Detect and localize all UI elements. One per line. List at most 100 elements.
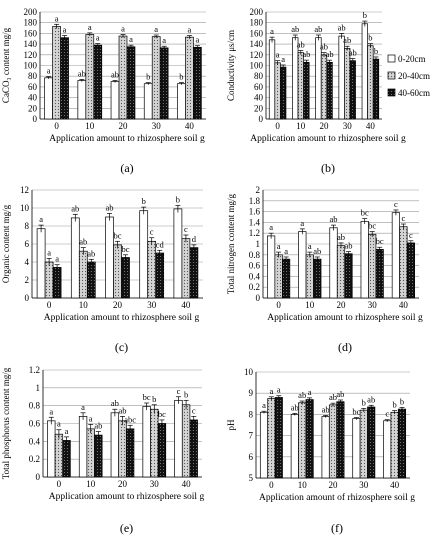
bar (159, 47, 169, 120)
bar (344, 48, 351, 120)
x-tick-label: 10 (305, 300, 315, 310)
significance-letter: bc (113, 230, 121, 240)
y-axis-label: CaCO₃ content mg/g (1, 27, 11, 103)
x-tick-label: 30 (343, 121, 353, 131)
bar (174, 399, 183, 478)
y-tick-label: 1.6 (249, 207, 261, 217)
bar (328, 404, 338, 479)
significance-letter: ab (87, 248, 95, 258)
significance-letter: b (142, 196, 146, 206)
bar (274, 254, 283, 299)
bar (157, 423, 167, 478)
x-tick-label: 20 (113, 300, 123, 310)
significance-letter: ab (329, 214, 337, 224)
significance-letter: a (129, 34, 133, 44)
y-tick-label: 1.2 (249, 228, 260, 238)
bar (391, 212, 401, 299)
y-tick-label: 2 (25, 275, 30, 285)
y-tick-label: 6 (25, 239, 30, 249)
bar (290, 414, 299, 479)
x-tick-label: 40 (185, 121, 195, 131)
bar (173, 208, 183, 299)
x-tick-label: 20 (337, 300, 347, 310)
y-tick-label: 160 (24, 28, 38, 38)
bar (360, 220, 369, 299)
panel-label: (c) (115, 340, 128, 354)
significance-letter: a (162, 35, 166, 45)
bar (361, 23, 368, 120)
bar (326, 61, 333, 120)
y-tick-label: 0.6 (29, 419, 41, 429)
y-tick-label: 40 (254, 93, 264, 103)
significance-letter: ab (329, 392, 337, 402)
significance-letter: d (192, 234, 197, 244)
bar (85, 34, 95, 120)
significance-letter: ab (344, 241, 352, 251)
bar (297, 52, 304, 120)
bar (143, 83, 153, 120)
legend-label: 40-60cm (398, 88, 430, 98)
significance-letter: a (47, 66, 51, 76)
y-tick-label: 200 (250, 7, 264, 17)
bar (292, 37, 299, 120)
x-tick-label: 30 (359, 480, 369, 490)
significance-letter: a (154, 24, 158, 34)
y-tick-label: 80 (28, 71, 38, 81)
bar (118, 35, 128, 120)
bar (268, 39, 276, 120)
bar (320, 54, 328, 120)
y-tick-label: 1 (256, 239, 261, 249)
bar (383, 420, 392, 479)
significance-letter: ab (338, 22, 346, 32)
significance-letter: b (152, 394, 156, 404)
bar (105, 216, 114, 299)
bar (298, 231, 307, 299)
significance-letter: c (394, 199, 398, 209)
bar (125, 428, 135, 478)
bar (78, 416, 88, 478)
significance-letter: ab (314, 24, 322, 34)
significance-letter: ab (94, 421, 102, 431)
bar (280, 66, 287, 120)
legend-label: 0-20cm (398, 54, 426, 64)
y-tick-label: 0.8 (249, 250, 261, 260)
bar (121, 257, 130, 299)
x-tick-label: 30 (147, 300, 157, 310)
significance-letter: abc (124, 414, 136, 424)
significance-letter: ab (118, 405, 126, 415)
panel-label: (a) (120, 161, 133, 175)
bar (352, 418, 361, 479)
x-tick-label: 0 (275, 121, 280, 131)
bar (94, 434, 103, 478)
bar (259, 411, 269, 479)
significance-letter: a (55, 254, 59, 264)
bar (274, 397, 283, 479)
x-tick-label: 0 (57, 479, 62, 489)
bar (344, 253, 353, 299)
panel-label: (e) (120, 521, 133, 535)
significance-letter: ab (320, 42, 328, 52)
bar (181, 238, 191, 299)
significance-letter: a (195, 35, 199, 45)
significance-letter: bc (376, 236, 384, 246)
bar (406, 242, 415, 299)
y-tick-label: 1 (36, 383, 41, 393)
x-axis-label: Application amount to rhizosphere soil g (250, 134, 406, 144)
bar (321, 416, 330, 479)
significance-letter: ab (297, 40, 305, 50)
significance-letter: ab (336, 389, 344, 399)
bar (54, 433, 64, 478)
bar (305, 254, 314, 299)
panel-label: (f) (331, 521, 343, 535)
y-tick-label: 60 (28, 82, 38, 92)
bar (70, 217, 80, 299)
y-tick-label: 140 (250, 39, 264, 49)
significance-letter: ab (322, 404, 330, 414)
significance-letter: b (400, 396, 404, 406)
significance-letter: a (276, 50, 280, 60)
significance-letter: c (409, 230, 413, 240)
x-tick-label: 10 (85, 121, 95, 131)
